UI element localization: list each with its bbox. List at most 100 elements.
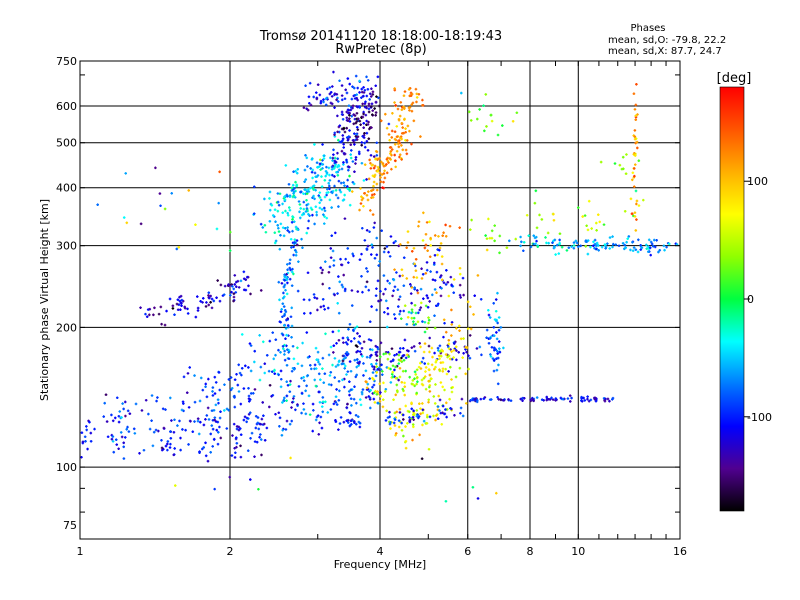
data-point xyxy=(358,342,362,345)
data-point xyxy=(495,337,499,341)
data-point xyxy=(384,299,388,303)
data-point xyxy=(397,298,401,301)
data-point xyxy=(343,97,347,101)
data-point xyxy=(177,303,181,307)
data-point xyxy=(343,184,346,187)
data-point xyxy=(323,209,327,213)
data-point xyxy=(239,433,243,436)
data-point xyxy=(313,367,316,371)
data-point xyxy=(313,296,316,299)
data-point xyxy=(434,383,437,386)
data-point xyxy=(263,371,267,375)
data-point xyxy=(467,354,470,358)
data-point xyxy=(519,244,522,248)
data-point xyxy=(353,385,356,389)
data-point xyxy=(349,143,353,147)
data-point xyxy=(354,158,358,161)
data-point xyxy=(450,283,453,287)
data-point xyxy=(414,264,417,268)
data-point xyxy=(419,412,422,416)
data-point xyxy=(439,411,443,415)
data-point xyxy=(243,415,247,419)
data-point xyxy=(359,353,363,356)
data-point xyxy=(459,296,462,299)
data-point xyxy=(117,420,121,424)
data-point xyxy=(301,341,304,345)
data-point xyxy=(311,176,314,180)
data-point xyxy=(218,170,221,174)
data-point xyxy=(316,308,319,312)
data-point xyxy=(416,320,420,324)
data-point xyxy=(365,380,368,384)
data-point xyxy=(333,184,336,188)
data-point xyxy=(487,308,490,312)
data-point xyxy=(420,360,424,364)
data-point xyxy=(488,236,492,240)
data-point xyxy=(346,108,350,112)
data-point xyxy=(395,353,398,356)
data-point xyxy=(159,204,162,208)
data-point xyxy=(263,197,266,201)
data-point xyxy=(376,165,380,169)
data-point xyxy=(371,371,375,374)
data-point xyxy=(260,417,264,421)
data-point xyxy=(213,416,217,419)
data-point xyxy=(349,411,352,415)
data-point xyxy=(589,245,592,249)
data-point xyxy=(419,135,422,138)
data-point xyxy=(532,234,536,237)
data-point xyxy=(595,229,598,232)
data-point xyxy=(395,410,399,414)
data-point xyxy=(450,390,454,394)
data-point xyxy=(493,239,496,243)
data-point xyxy=(139,222,143,226)
data-point xyxy=(414,373,418,376)
data-point xyxy=(342,420,346,424)
data-point xyxy=(193,420,196,423)
data-point xyxy=(313,197,316,201)
data-point xyxy=(497,328,501,332)
data-point xyxy=(392,278,396,282)
data-point xyxy=(586,228,590,232)
data-point xyxy=(586,397,589,401)
data-point xyxy=(594,399,598,403)
data-point xyxy=(440,286,443,290)
data-point xyxy=(634,229,638,232)
data-point xyxy=(534,242,537,246)
data-point xyxy=(372,368,376,371)
data-point xyxy=(488,337,492,340)
data-point xyxy=(447,294,451,298)
data-point xyxy=(558,232,562,235)
data-point xyxy=(209,301,212,304)
y-tick-label: 100 xyxy=(56,461,77,474)
data-point xyxy=(608,399,611,403)
data-point xyxy=(323,372,327,375)
data-point xyxy=(355,120,359,123)
data-point xyxy=(394,433,397,437)
data-point xyxy=(169,436,173,440)
data-point xyxy=(324,332,327,336)
data-point xyxy=(343,130,347,134)
data-point xyxy=(334,160,338,164)
data-point xyxy=(362,91,366,94)
data-point xyxy=(575,241,579,245)
data-point xyxy=(117,414,121,418)
data-point xyxy=(145,315,149,319)
data-point xyxy=(385,126,389,130)
data-point xyxy=(117,447,120,451)
data-point xyxy=(490,398,493,401)
data-point xyxy=(345,116,349,120)
y-tick-label: 75 xyxy=(63,519,77,532)
data-point xyxy=(355,112,359,115)
data-point xyxy=(291,229,294,233)
data-point xyxy=(356,290,360,293)
data-point xyxy=(355,401,358,405)
data-point xyxy=(403,90,407,93)
data-point xyxy=(343,364,347,368)
data-point xyxy=(423,246,427,250)
data-point xyxy=(346,139,350,142)
data-point xyxy=(280,308,283,311)
data-point xyxy=(329,345,333,349)
data-point xyxy=(332,344,336,347)
data-point xyxy=(360,252,363,256)
